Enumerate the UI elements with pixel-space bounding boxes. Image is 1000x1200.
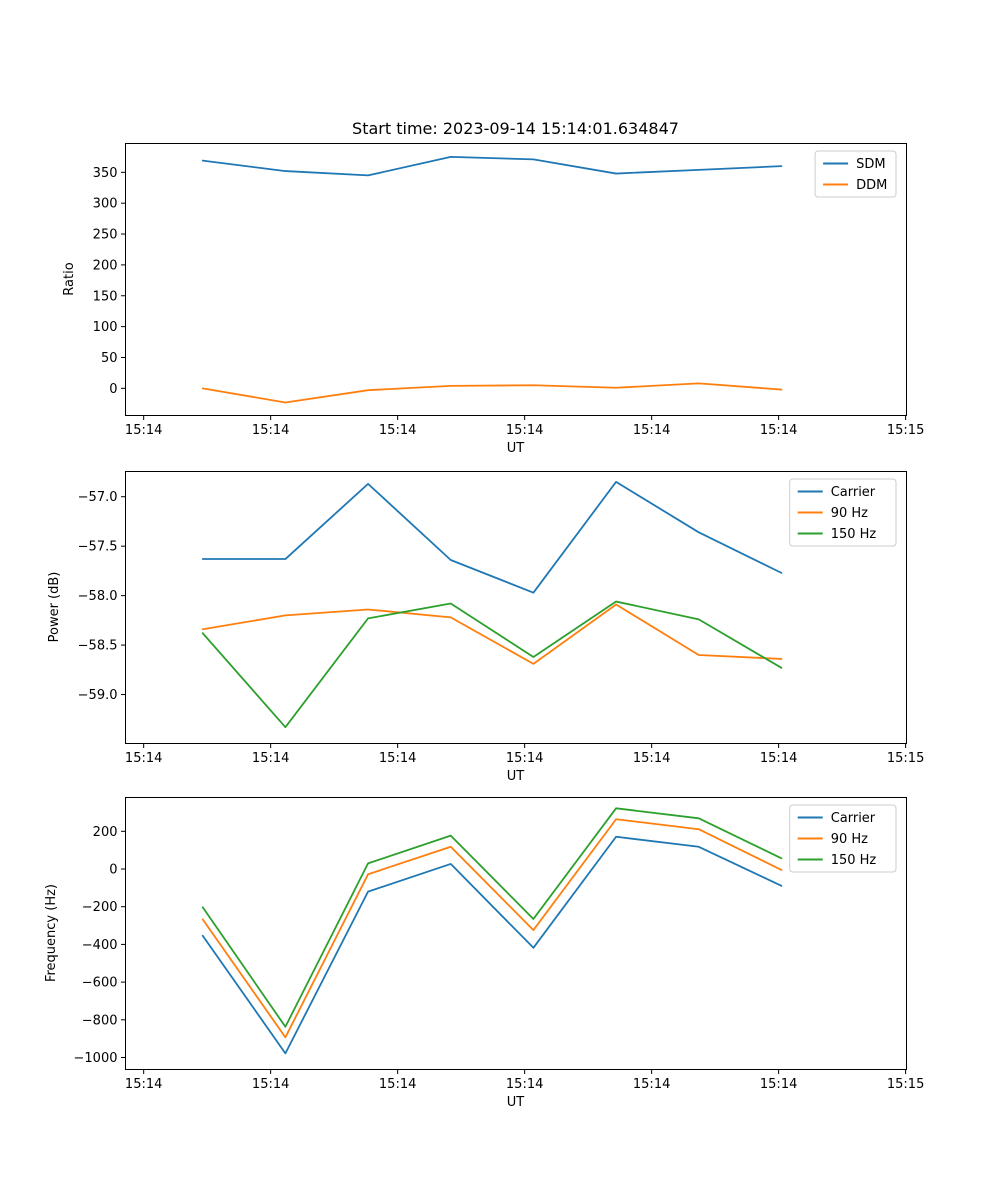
series-line-carrier bbox=[201, 480, 783, 594]
legend-label: DDM bbox=[856, 178, 887, 193]
x-tick-label: 15:15 bbox=[887, 751, 924, 766]
x-axis-label: UT bbox=[507, 769, 525, 784]
x-tick-label: 15:14 bbox=[506, 1077, 543, 1092]
legend-label: Carrier bbox=[831, 485, 876, 500]
legend: Carrier 90 Hz 150 Hz bbox=[789, 804, 897, 873]
ratio-chart: 15:14 15:14 15:14 15:14 15:14 15:14 15:15 0 50 10… bbox=[0, 100, 1000, 460]
x-tick-label: 15:14 bbox=[760, 423, 797, 438]
x-tick-label: 15:14 bbox=[633, 751, 670, 766]
plot-area bbox=[125, 797, 907, 1070]
y-tick-label: −57.5 bbox=[78, 540, 118, 555]
x-tick-label: 15:14 bbox=[125, 751, 162, 766]
series-line-sdm bbox=[201, 155, 783, 177]
series-line-carrier bbox=[201, 835, 783, 1055]
legend-box bbox=[789, 478, 897, 547]
x-tick-label: 15:14 bbox=[125, 1077, 162, 1092]
x-tick-label: 15:15 bbox=[887, 423, 924, 438]
y-tick-label: 150 bbox=[93, 289, 118, 304]
x-tick-label: 15:14 bbox=[379, 1077, 416, 1092]
y-axis-label: Frequency (Hz) bbox=[44, 884, 59, 982]
x-tick-label: 15:15 bbox=[887, 1077, 924, 1092]
y-tick-label: −58.5 bbox=[78, 639, 118, 654]
legend-label: 90 Hz bbox=[831, 506, 868, 521]
power-chart: 15:14 15:14 15:14 15:14 15:14 15:14 15:15 −59.0… bbox=[0, 428, 1000, 788]
frequency-chart: 15:14 15:14 15:14 15:14 15:14 15:14 15:15 −1000… bbox=[0, 754, 1000, 1114]
y-tick-label: 250 bbox=[93, 228, 118, 243]
legend: Carrier 90 Hz 150 Hz bbox=[789, 478, 897, 547]
x-tick-label: 15:14 bbox=[633, 1077, 670, 1092]
x-tick-label: 15:14 bbox=[252, 1077, 289, 1092]
y-tick-label: −200 bbox=[82, 900, 118, 915]
y-tick-label: −600 bbox=[82, 976, 118, 991]
x-tick-label: 15:14 bbox=[252, 423, 289, 438]
x-tick-label: 15:14 bbox=[252, 751, 289, 766]
legend-label: 150 Hz bbox=[831, 527, 877, 542]
figure-title: Start time: 2023-09-14 15:14:01.634847 bbox=[352, 119, 679, 138]
chart-svg: 15:14 15:14 15:14 15:14 15:14 15:14 15:15 −1000… bbox=[44, 797, 924, 1110]
plot-area bbox=[125, 143, 907, 416]
x-tick-label: 15:14 bbox=[379, 751, 416, 766]
y-tick-label: −400 bbox=[82, 938, 118, 953]
chart-svg: 15:14 15:14 15:14 15:14 15:14 15:14 15:15 0 50 10… bbox=[62, 143, 924, 456]
y-tick-label: −58.0 bbox=[78, 589, 118, 604]
y-tick-label: 200 bbox=[93, 258, 118, 273]
y-tick-label: −1000 bbox=[74, 1051, 118, 1066]
series-line-150-hz bbox=[201, 600, 783, 729]
x-axis-label: UT bbox=[507, 1095, 525, 1110]
y-tick-label: 300 bbox=[93, 197, 118, 212]
x-tick-label: 15:14 bbox=[633, 423, 670, 438]
y-tick-label: 350 bbox=[93, 166, 118, 181]
y-tick-label: −800 bbox=[82, 1013, 118, 1028]
chart-svg: 15:14 15:14 15:14 15:14 15:14 15:14 15:15 −59.0… bbox=[47, 471, 924, 784]
x-tick-label: 15:14 bbox=[379, 423, 416, 438]
y-tick-label: 200 bbox=[93, 825, 118, 840]
y-axis-label: Power (dB) bbox=[47, 572, 62, 643]
y-tick-label: 50 bbox=[101, 351, 118, 366]
series-line-90-hz bbox=[201, 818, 783, 1039]
x-tick-label: 15:14 bbox=[760, 751, 797, 766]
x-tick-label: 15:14 bbox=[125, 423, 162, 438]
y-tick-label: −57.0 bbox=[78, 490, 118, 505]
y-tick-label: 0 bbox=[109, 382, 117, 397]
series-line-150-hz bbox=[201, 807, 783, 1028]
legend-label: SDM bbox=[856, 157, 885, 172]
legend-box bbox=[789, 804, 897, 873]
legend-label: 150 Hz bbox=[831, 853, 877, 868]
x-axis-label: UT bbox=[507, 441, 525, 456]
legend: SDM DDM bbox=[814, 150, 897, 198]
x-tick-label: 15:14 bbox=[506, 751, 543, 766]
x-tick-label: 15:14 bbox=[760, 1077, 797, 1092]
plot-area bbox=[125, 471, 907, 744]
x-tick-label: 15:14 bbox=[506, 423, 543, 438]
y-axis-label: Ratio bbox=[62, 262, 77, 295]
legend-label: 90 Hz bbox=[831, 832, 868, 847]
series-line-90-hz bbox=[201, 603, 783, 665]
y-tick-label: −59.0 bbox=[78, 688, 118, 703]
y-tick-label: 100 bbox=[93, 320, 118, 335]
series-line-ddm bbox=[201, 382, 783, 404]
y-tick-label: 0 bbox=[109, 863, 117, 878]
legend-label: Carrier bbox=[831, 811, 876, 826]
